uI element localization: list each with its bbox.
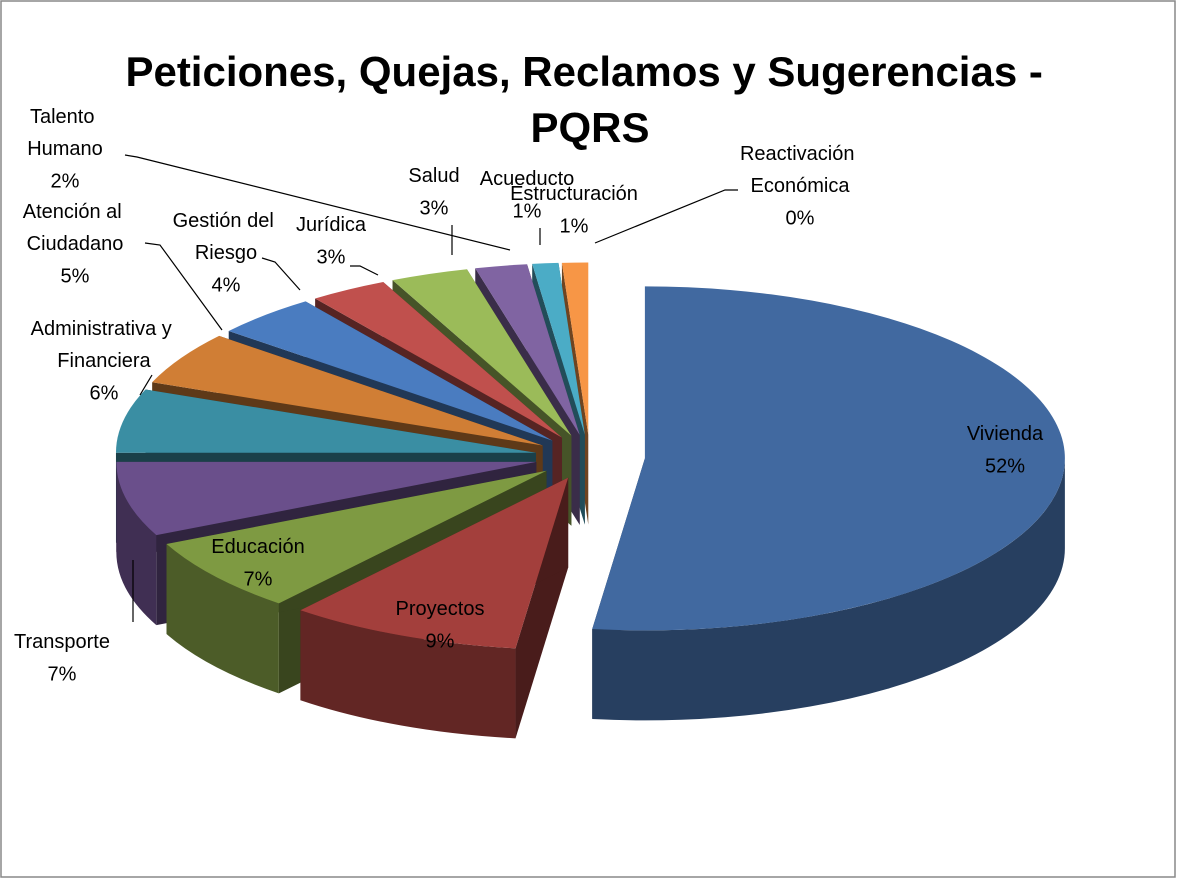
data-label-name: Estructuración — [510, 183, 638, 205]
slice-top — [116, 461, 537, 536]
data-label-value: 4% — [212, 274, 241, 296]
data-label-value: 7% — [244, 568, 273, 590]
slice-top — [115, 389, 536, 453]
slice-wall — [116, 461, 157, 626]
slice-top — [315, 281, 563, 438]
leader-line — [144, 242, 223, 331]
data-label-value: 6% — [90, 382, 119, 404]
data-label-value: 1% — [560, 215, 589, 237]
pie-slice — [592, 286, 1065, 721]
slice-top — [475, 264, 580, 435]
slice-top — [300, 477, 569, 649]
data-label-name: Administrativa y Financiera — [31, 318, 178, 372]
data-label-value: 52% — [985, 455, 1025, 477]
chart-title: Peticiones, Quejas, Reclamos y Sugerenci… — [125, 48, 1054, 151]
data-label-name: Proyectos — [396, 598, 485, 620]
data-label-value: 2% — [51, 170, 80, 192]
data-label-value: 3% — [317, 246, 346, 268]
data-label-value: 1% — [513, 200, 542, 222]
data-label-name: Reactivación Económica — [740, 143, 860, 197]
data-label-name: Vivienda — [967, 423, 1044, 445]
data-label-name: Gestión del Riesgo — [173, 210, 280, 264]
data-label-name: Transporte — [14, 631, 110, 653]
slice-wall — [300, 610, 516, 739]
slice-top — [228, 301, 553, 441]
data-label-name: Atención al Ciudadano — [23, 201, 128, 255]
slice-top — [532, 262, 585, 435]
data-label-value: 5% — [61, 265, 90, 287]
data-label-value: 3% — [420, 197, 449, 219]
leader-line — [594, 189, 738, 244]
data-label-name: Jurídica — [296, 214, 367, 236]
pie-slice — [300, 477, 569, 739]
leader-line — [139, 374, 153, 396]
slice-top — [592, 286, 1065, 631]
data-label-name: Salud — [408, 165, 459, 187]
data-label-name: Acueducto — [480, 168, 575, 190]
slice-top — [166, 470, 547, 604]
slice-wall — [592, 458, 1065, 721]
slice-wall — [166, 544, 279, 694]
slice-top — [561, 262, 589, 435]
data-label-name: Educación — [211, 536, 304, 558]
data-label-name: Talento Humano — [27, 106, 103, 160]
data-label-value: 7% — [48, 663, 77, 685]
slice-top — [392, 269, 572, 436]
leader-line — [261, 257, 301, 291]
data-label-value: 9% — [426, 630, 455, 652]
slice-top — [152, 335, 543, 446]
leader-line — [124, 154, 511, 251]
data-label-value: 0% — [786, 207, 815, 229]
leader-line — [350, 265, 379, 276]
